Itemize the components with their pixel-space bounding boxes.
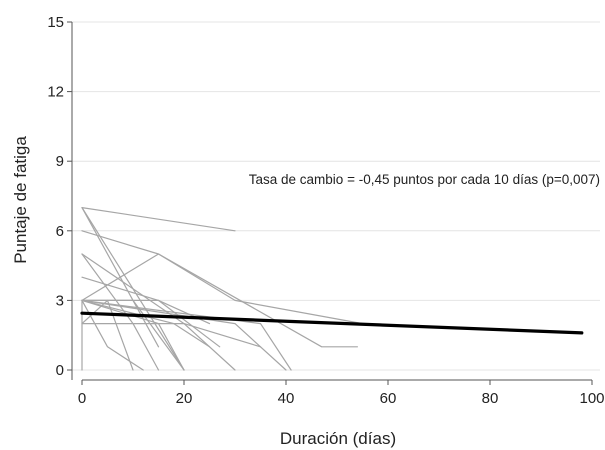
individual-line-1 [81, 207, 236, 232]
x-tick-label-100: 100 [579, 390, 604, 407]
y-axis-title: Puntaje de fatiga [11, 136, 30, 264]
annotation-text: Tasa de cambio = -0,45 puntos por cada 1… [249, 172, 600, 187]
grid [67, 21, 600, 385]
y-tick-label-9: 9 [56, 153, 64, 170]
x-axis-title: Duración (días) [280, 429, 396, 448]
y-tick-label-3: 3 [56, 292, 64, 309]
x-tick-label-20: 20 [176, 390, 193, 407]
y-tick-label-12: 12 [47, 84, 64, 101]
y-tick-label-0: 0 [56, 362, 64, 379]
individual-line-11 [81, 299, 292, 371]
x-tick-label-40: 40 [278, 390, 295, 407]
individual-line-14 [81, 299, 134, 371]
individual-line-12 [81, 299, 185, 371]
x-tick-label-60: 60 [380, 390, 397, 407]
plot-area [80, 207, 584, 371]
tick-labels: 0 3 6 9 12 15 0 20 40 60 80 100 [47, 14, 604, 407]
y-tick-label-15: 15 [47, 14, 64, 31]
x-tick-label-80: 80 [482, 390, 499, 407]
x-tick-label-0: 0 [78, 390, 86, 407]
individual-line-15 [81, 323, 236, 371]
trend-line [80, 311, 584, 335]
axes [71, 22, 592, 381]
individual-line-9 [81, 299, 185, 371]
individual-line-8 [81, 253, 358, 348]
individual-line-17 [81, 299, 287, 371]
individual-line-13 [81, 299, 144, 371]
individual-line-4 [81, 230, 364, 325]
individual-line-16 [81, 299, 211, 348]
y-tick-label-6: 6 [56, 223, 64, 240]
